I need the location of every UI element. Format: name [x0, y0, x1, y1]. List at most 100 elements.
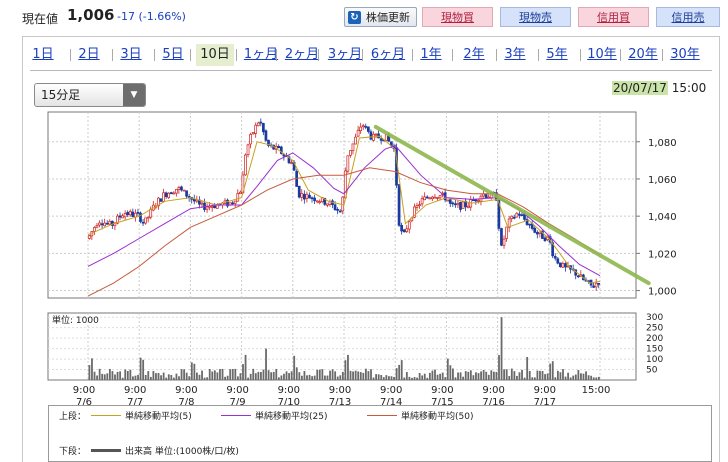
volume-bar [285, 371, 288, 380]
candle-body [461, 201, 465, 209]
volume-bar [244, 354, 247, 380]
x-tick-time: 9:00 [431, 385, 453, 396]
candle-body [556, 258, 560, 264]
candle-body [277, 146, 281, 149]
period-tab-2[interactable]: 3日 [120, 47, 142, 62]
volume-bar [577, 370, 580, 380]
volume-bar [211, 371, 214, 380]
period-separator [538, 49, 539, 61]
period-tab-11[interactable]: 3年 [504, 47, 526, 62]
candle-body [256, 122, 260, 127]
candle-body [507, 218, 511, 228]
volume-bar [546, 373, 549, 380]
volume-bar [229, 369, 232, 380]
candle-body [200, 202, 204, 205]
volume-bar [219, 369, 221, 380]
period-tab-1[interactable]: 2日 [78, 47, 100, 62]
volume-bar [265, 348, 267, 380]
volume-bar [452, 368, 454, 380]
margin-sell-button[interactable]: 信用売 [656, 7, 720, 27]
volume-bar [567, 372, 570, 380]
candle-body [98, 222, 101, 226]
x-tick-date: 7/16 [482, 397, 504, 408]
volume-bar [96, 375, 98, 380]
period-tab-9[interactable]: 1年 [420, 47, 442, 62]
volume-bar [423, 373, 426, 380]
volume-bar [88, 365, 91, 380]
period-tab-10[interactable]: 2年 [463, 47, 485, 62]
period-separator [112, 49, 113, 61]
volume-bar [318, 369, 321, 380]
volume-bar [252, 368, 255, 380]
volume-bar [298, 372, 301, 380]
period-tab-7[interactable]: 3ヶ月 [327, 47, 363, 62]
volume-bar [382, 377, 385, 380]
candle-body [564, 263, 567, 268]
candle-body [553, 256, 557, 259]
candle-body [482, 193, 485, 197]
volume-bar [439, 373, 442, 380]
period-tab-6[interactable]: 2ヶ月 [284, 47, 320, 62]
trend-line [373, 124, 651, 286]
candle-body [400, 224, 403, 232]
x-tick-time: 9:00 [482, 385, 504, 396]
candle-body [561, 263, 565, 268]
interval-select[interactable]: 15分足 ▼ [34, 83, 146, 107]
candle-body [505, 226, 508, 239]
period-separator [318, 49, 319, 61]
volume-tick-label: 100 [646, 355, 663, 365]
candle-body [267, 139, 270, 146]
volume-bar [206, 377, 209, 380]
cash-sell-button[interactable]: 現物売 [500, 7, 571, 27]
period-separator [496, 49, 497, 61]
period-tab-8[interactable]: 6ヶ月 [370, 47, 406, 62]
volume-bar [500, 317, 503, 380]
period-separator [362, 49, 363, 61]
period-tab-4[interactable]: 10日 [196, 44, 234, 66]
chart-panel [22, 36, 720, 462]
x-tick-date: 7/10 [278, 397, 300, 408]
x-tick-date: 7/14 [380, 397, 402, 408]
period-tab-12[interactable]: 5年 [546, 47, 568, 62]
volume-bar [341, 371, 344, 380]
period-tab-13[interactable]: 10年 [587, 47, 617, 62]
volume-bar [454, 377, 457, 380]
volume-bar [469, 370, 472, 380]
volume-bar [403, 377, 406, 380]
price-change: -17 (-1.66%) [117, 10, 186, 23]
period-tab-3[interactable]: 5日 [162, 47, 184, 62]
refresh-price-button[interactable]: ↻ 株価更新 [344, 7, 417, 27]
candle-body [356, 129, 360, 137]
volume-bar [234, 368, 237, 380]
period-tabs: 1日 2日 3日 5日 10日 1ヶ月 2ヶ月 3ヶ月 6ヶ月 1年 2年 3年 5年 10年 20年 30年 [30, 44, 720, 66]
period-tab-14[interactable]: 20年 [628, 47, 658, 62]
x-tick-date: 7/13 [329, 397, 351, 408]
interval-select-value: 15分足 [41, 88, 81, 102]
period-tab-0[interactable]: 1日 [32, 47, 54, 62]
period-tab-15[interactable]: 30年 [670, 47, 700, 62]
volume-bar [569, 377, 572, 380]
period-tab-5[interactable]: 1ヶ月 [243, 47, 279, 62]
volume-bar [352, 371, 354, 380]
cash-buy-button[interactable]: 現物買 [422, 7, 493, 27]
period-separator [190, 49, 191, 61]
candle-body [402, 229, 406, 233]
volume-bar [160, 375, 162, 380]
volume-tick-label: 300 [646, 313, 663, 323]
x-tick-date: 7/17 [534, 397, 556, 408]
volume-bar [114, 374, 116, 380]
candle-body [139, 212, 142, 222]
chevron-down-icon: ▼ [123, 84, 145, 106]
margin-buy-button[interactable]: 信用買 [578, 7, 649, 27]
volume-bar [490, 370, 493, 380]
volume-bar [562, 369, 564, 380]
candle-body [428, 197, 432, 200]
candle-body [597, 282, 601, 285]
candle-body [118, 215, 122, 218]
volume-bar [370, 369, 372, 380]
candle-body [141, 221, 145, 224]
volume-bar [157, 372, 160, 380]
volume-bar [306, 375, 308, 380]
candle-body [520, 214, 524, 217]
candle-body [497, 200, 501, 229]
